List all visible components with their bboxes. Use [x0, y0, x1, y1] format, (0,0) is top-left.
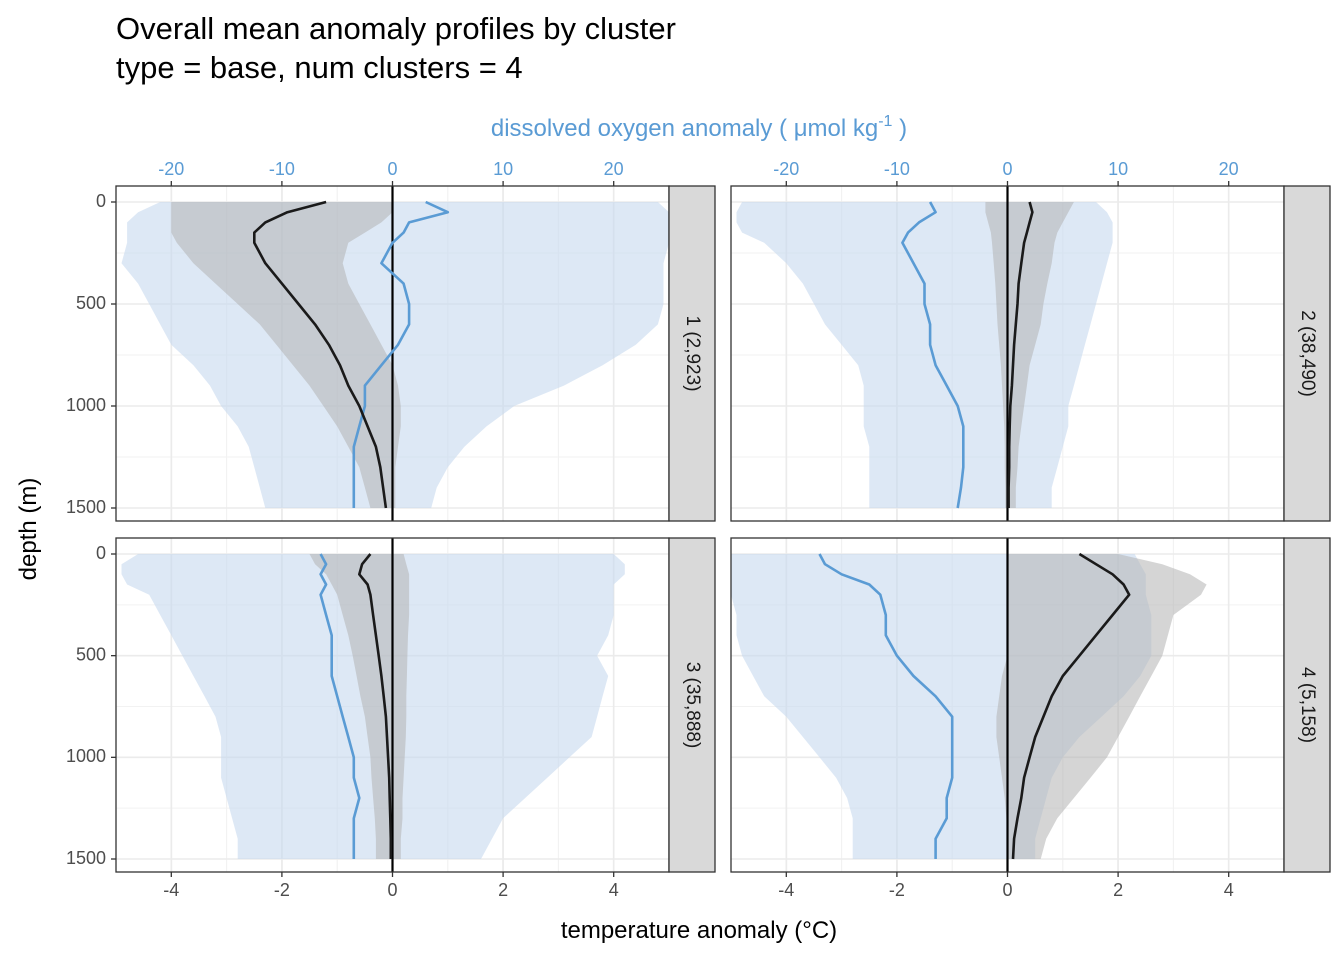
- y-tick-label: 1000: [66, 395, 106, 415]
- oxygen-mean-line: [319, 553, 361, 859]
- oxygen-mean-line: [352, 200, 450, 508]
- panel-4: 4 (5,158) -4 -2 0 2 4: [730, 537, 1331, 900]
- facet-strip-label: 2 (38,490): [1297, 310, 1318, 397]
- oxygen-mean-line: [901, 201, 965, 509]
- x-tick-label: 2: [498, 880, 508, 900]
- y-tick-label: 500: [76, 644, 106, 664]
- panel-1: 1 (2,923) 0 500 1000 1500 -20 -10 0 10 20: [66, 159, 716, 522]
- x2-tick-label: 20: [604, 159, 624, 179]
- x2-tick-label: 20: [1219, 159, 1239, 179]
- x2-tick-label: 0: [387, 159, 397, 179]
- temperature-band: [309, 554, 410, 859]
- x-tick-label: 2: [1113, 880, 1123, 900]
- x2-axis-title-end: ): [892, 115, 907, 142]
- x2-tick-label: -10: [269, 159, 295, 179]
- facet-strip: [1283, 537, 1331, 873]
- x2-tick-label: -10: [884, 159, 910, 179]
- x-tick-label: -4: [163, 880, 179, 900]
- x-tick-label: -2: [889, 880, 905, 900]
- y-axis-title: depth (m): [15, 478, 42, 581]
- x-tick-label: 4: [1224, 880, 1234, 900]
- y-tick-label: 1500: [66, 848, 106, 868]
- temperature-mean-line: [1007, 201, 1034, 508]
- x-tick-label: 0: [387, 880, 397, 900]
- x2-tick-label: -20: [773, 159, 799, 179]
- x2-tick-label: 10: [1108, 159, 1128, 179]
- x-tick-label: -2: [274, 880, 290, 900]
- x2-tick-label: 0: [1002, 159, 1012, 179]
- x-axis-title: temperature anomaly (°C): [561, 917, 837, 944]
- temperature-band: [996, 554, 1207, 859]
- facet-strip-label: 4 (5,158): [1297, 667, 1318, 743]
- chart-subtitle: type = base, num clusters = 4: [116, 50, 523, 85]
- panel-2: 2 (38,490) -20 -10 0 10 20: [730, 159, 1331, 522]
- panel-3: 3 (35,888) 0 500 1000 1500 -4 -2 0 2 4: [66, 537, 716, 900]
- temperature-mean-line: [357, 553, 393, 859]
- x2-axis-title: dissolved oxygen anomaly ( μmol kg-1 ): [491, 113, 907, 142]
- facet-strip: [668, 185, 716, 522]
- facet-strip: [668, 537, 716, 873]
- temperature-band: [171, 202, 401, 508]
- oxygen-mean-line: [818, 553, 954, 859]
- facet-strip: [1283, 185, 1331, 522]
- x-tick-label: -4: [778, 880, 794, 900]
- y-tick-label: 1000: [66, 746, 106, 766]
- temperature-mean-line: [1011, 552, 1131, 860]
- facet-strip-label: 3 (35,888): [682, 662, 703, 749]
- temperature-mean-line: [253, 200, 388, 509]
- y-tick-label: 1500: [66, 497, 106, 517]
- y-tick-label: 0: [96, 543, 106, 563]
- y-tick-label: 500: [76, 293, 106, 313]
- x-tick-label: 0: [1002, 880, 1012, 900]
- y-tick-label: 0: [96, 191, 106, 211]
- chart-title: Overall mean anomaly profiles by cluster: [116, 11, 676, 46]
- facet-strip-label: 1 (2,923): [682, 315, 703, 391]
- x2-axis-title-main: dissolved oxygen anomaly ( μmol kg: [491, 115, 878, 142]
- x2-tick-label: -20: [158, 159, 184, 179]
- x-tick-label: 4: [609, 880, 619, 900]
- x2-axis-title-superscript: -1: [878, 113, 892, 130]
- x2-tick-label: 10: [493, 159, 513, 179]
